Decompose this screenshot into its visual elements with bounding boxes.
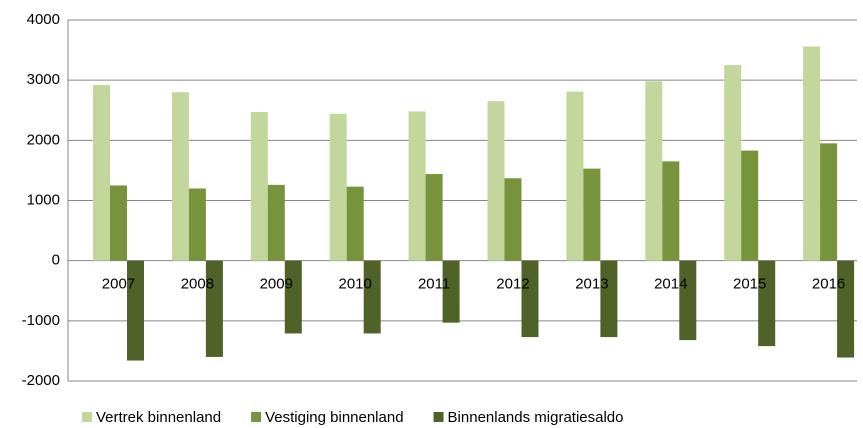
bar: [109, 185, 127, 261]
y-tick-label: 2000: [27, 131, 60, 148]
bar: [442, 260, 460, 323]
bar: [205, 260, 223, 357]
bar: [583, 168, 601, 261]
bar: [679, 260, 697, 341]
x-tick-label: 2013: [575, 276, 608, 293]
legend-swatch: [82, 412, 92, 422]
y-tick-label: -2000: [22, 372, 60, 389]
y-tick-label: 3000: [27, 71, 60, 88]
bar: [267, 184, 285, 261]
bar: [126, 260, 144, 361]
legend-swatch: [251, 412, 262, 422]
bar: [724, 65, 742, 261]
bar: [566, 91, 584, 261]
bar: [837, 260, 855, 358]
bar: [92, 84, 110, 261]
x-tick-label: 2011: [418, 276, 450, 293]
bar: [171, 92, 189, 261]
bar: [329, 113, 347, 261]
bar: [521, 260, 539, 338]
bar: [758, 260, 776, 347]
x-tick-label: 2008: [181, 276, 214, 293]
legend-swatch: [433, 412, 444, 422]
bar: [250, 112, 268, 261]
bar: [487, 101, 505, 261]
x-tick-label: 2007: [102, 276, 135, 293]
bar: [662, 161, 680, 261]
bar: [425, 174, 443, 261]
y-tick-label: 4000: [27, 11, 60, 28]
bar: [504, 178, 522, 261]
x-tick-label: 2016: [812, 276, 845, 293]
bar: [188, 188, 206, 261]
x-tick-label: 2010: [339, 276, 372, 293]
bar: [803, 46, 821, 261]
legend-label: Vestiging binnenland: [265, 409, 403, 426]
bar: [284, 260, 302, 334]
x-tick-label: 2015: [733, 276, 766, 293]
legend-label: Binnenlands migratiesaldo: [448, 409, 624, 426]
x-tick-label: 2009: [260, 276, 293, 293]
bar: [820, 143, 838, 261]
bar: [600, 260, 618, 338]
bar: [363, 260, 381, 334]
x-tick-label: 2012: [496, 276, 529, 293]
legend-label: Vertrek binnenland: [96, 409, 221, 426]
bar: [408, 111, 426, 261]
y-tick-label: -1000: [22, 312, 60, 329]
bar: [346, 186, 364, 261]
bar: [645, 81, 663, 261]
bar: [741, 150, 759, 261]
x-tick-label: 2014: [654, 276, 687, 293]
y-tick-label: 1000: [27, 191, 60, 208]
y-tick-label: 0: [52, 252, 60, 269]
